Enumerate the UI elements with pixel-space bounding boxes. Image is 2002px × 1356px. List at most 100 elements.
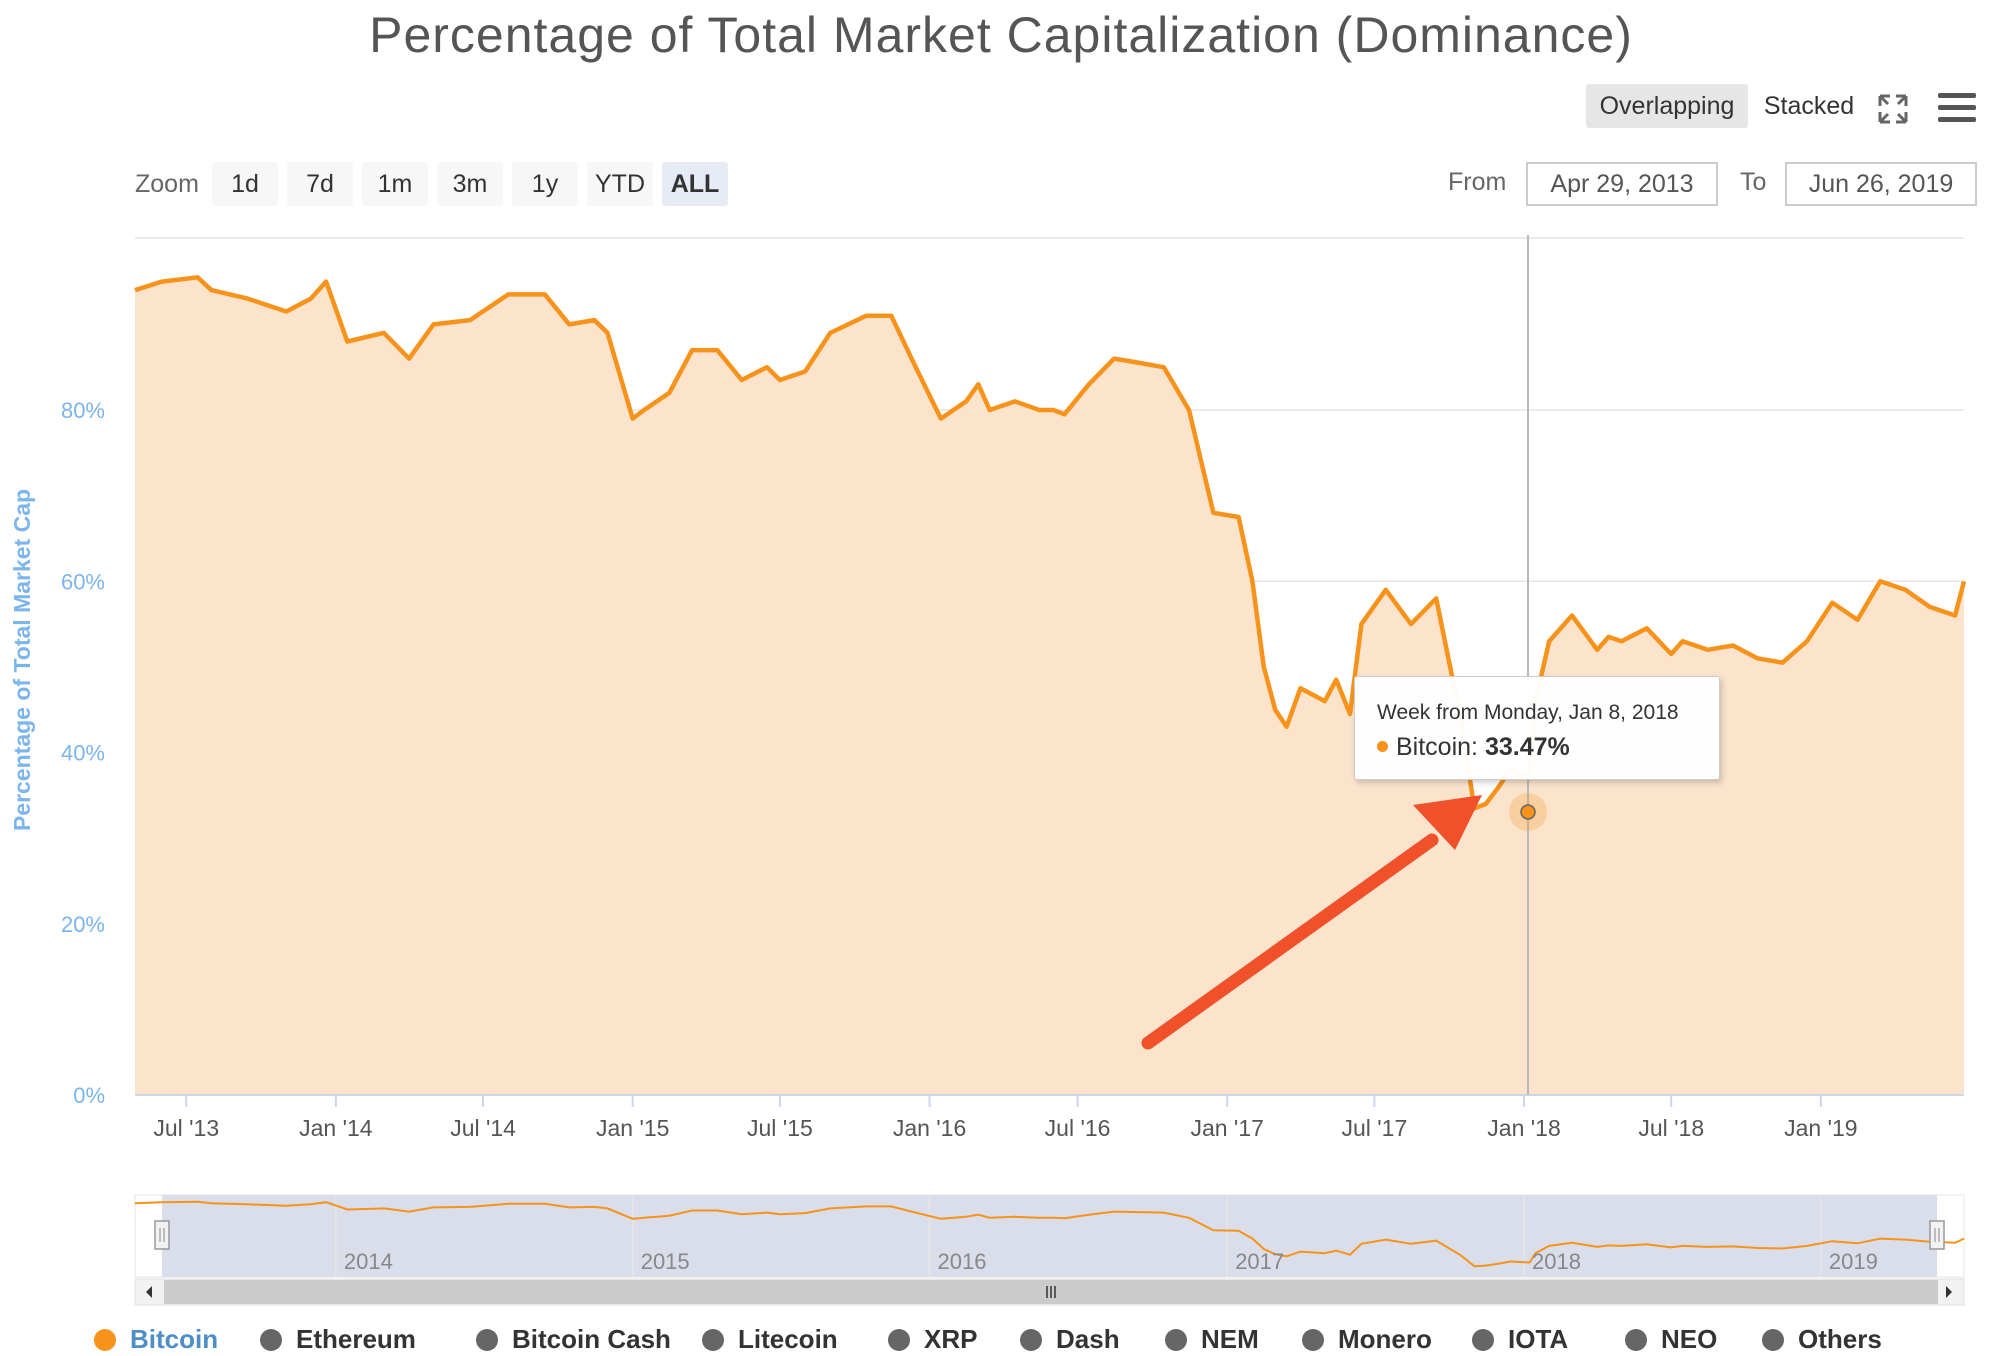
bitcoin-point[interactable] — [1730, 643, 1736, 649]
zoom-1y-button[interactable]: 1y — [512, 162, 578, 206]
bitcoin-point[interactable] — [1877, 578, 1883, 584]
legend-item-litecoin[interactable]: Litecoin — [702, 1322, 838, 1356]
bitcoin-point[interactable] — [1086, 381, 1092, 387]
bitcoin-point[interactable] — [802, 369, 808, 375]
legend-item-bitcoin[interactable]: Bitcoin — [94, 1322, 218, 1356]
bitcoin-point[interactable] — [283, 309, 289, 315]
bitcoin-point[interactable] — [1619, 638, 1625, 644]
bitcoin-point[interactable] — [1496, 784, 1502, 790]
bitcoin-point[interactable] — [1483, 801, 1489, 807]
bitcoin-point[interactable] — [132, 287, 138, 293]
bitcoin-point[interactable] — [1961, 578, 1967, 584]
bitcoin-point[interactable] — [888, 313, 894, 319]
bitcoin-point[interactable] — [1297, 685, 1303, 691]
bitcoin-point[interactable] — [1347, 711, 1353, 717]
bitcoin-point[interactable] — [827, 330, 833, 336]
bitcoin-point[interactable] — [1952, 613, 1958, 619]
bitcoin-point[interactable] — [1012, 398, 1018, 404]
bitcoin-point[interactable] — [1111, 356, 1117, 362]
bitcoin-point[interactable] — [714, 347, 720, 353]
bitcoin-point[interactable] — [1161, 364, 1167, 370]
bitcoin-point[interactable] — [1249, 578, 1255, 584]
bitcoin-point[interactable] — [323, 279, 329, 285]
bitcoin-point[interactable] — [630, 416, 636, 422]
bitcoin-point[interactable] — [344, 339, 350, 345]
bitcoin-point[interactable] — [1236, 514, 1242, 520]
bitcoin-point[interactable] — [863, 313, 869, 319]
bitcoin-point[interactable] — [764, 364, 770, 370]
bitcoin-point[interactable] — [208, 287, 214, 293]
bitcoin-point[interactable] — [1569, 613, 1575, 619]
bitcoin-point[interactable] — [1050, 407, 1056, 413]
bitcoin-point[interactable] — [1606, 634, 1612, 640]
bitcoin-point[interactable] — [308, 296, 314, 302]
to-date-input[interactable]: Jun 26, 2019 — [1785, 162, 1977, 206]
bitcoin-point[interactable] — [1754, 655, 1760, 661]
navigator-left-handle[interactable] — [154, 1220, 170, 1250]
legend-item-bitcoin-cash[interactable]: Bitcoin Cash — [476, 1322, 671, 1356]
bitcoin-point[interactable] — [1062, 411, 1068, 417]
bitcoin-point[interactable] — [1036, 407, 1042, 413]
bitcoin-point[interactable] — [1668, 651, 1674, 657]
bitcoin-point[interactable] — [1804, 638, 1810, 644]
bitcoin-point[interactable] — [1210, 510, 1216, 516]
bitcoin-point[interactable] — [739, 377, 745, 383]
bitcoin-point[interactable] — [1705, 647, 1711, 653]
overlapping-button[interactable]: Overlapping — [1586, 84, 1748, 128]
from-date-input[interactable]: Apr 29, 2013 — [1526, 162, 1718, 206]
bitcoin-point[interactable] — [406, 356, 412, 362]
bitcoin-point[interactable] — [1902, 587, 1908, 593]
zoom-1d-button[interactable]: 1d — [212, 162, 278, 206]
bitcoin-point[interactable] — [641, 407, 647, 413]
bitcoin-point[interactable] — [467, 317, 473, 323]
bitcoin-point[interactable] — [381, 330, 387, 336]
bitcoin-point[interactable] — [1358, 621, 1364, 627]
bitcoin-point[interactable] — [159, 279, 165, 285]
hover-point[interactable] — [1520, 804, 1536, 820]
bitcoin-point[interactable] — [938, 416, 944, 422]
scrollbar-right-arrow[interactable] — [1946, 1286, 1952, 1298]
menu-icon[interactable] — [1938, 93, 1976, 123]
bitcoin-point[interactable] — [1383, 587, 1389, 593]
bitcoin-point[interactable] — [605, 330, 611, 336]
bitcoin-point[interactable] — [245, 296, 251, 302]
bitcoin-point[interactable] — [913, 364, 919, 370]
bitcoin-point[interactable] — [1186, 407, 1192, 413]
bitcoin-point[interactable] — [963, 398, 969, 404]
bitcoin-point[interactable] — [1829, 600, 1835, 606]
bitcoin-point[interactable] — [1680, 638, 1686, 644]
bitcoin-point[interactable] — [1322, 698, 1328, 704]
zoom-1m-button[interactable]: 1m — [362, 162, 428, 206]
bitcoin-line[interactable] — [134, 275, 1967, 811]
bitcoin-point[interactable] — [975, 381, 981, 387]
bitcoin-point[interactable] — [666, 390, 672, 396]
zoom-ytd-button[interactable]: YTD — [587, 162, 653, 206]
bitcoin-point[interactable] — [777, 377, 783, 383]
bitcoin-point[interactable] — [1408, 621, 1414, 627]
legend-item-nem[interactable]: NEM — [1165, 1322, 1259, 1356]
bitcoin-point[interactable] — [1780, 660, 1786, 666]
legend-item-xrp[interactable]: XRP — [888, 1322, 977, 1356]
bitcoin-point[interactable] — [1136, 360, 1142, 366]
bitcoin-point[interactable] — [195, 274, 201, 280]
legend-item-dash[interactable]: Dash — [1020, 1322, 1120, 1356]
legend-item-monero[interactable]: Monero — [1302, 1322, 1432, 1356]
bitcoin-point[interactable] — [1927, 604, 1933, 610]
bitcoin-point[interactable] — [1855, 617, 1861, 623]
bitcoin-point[interactable] — [505, 291, 511, 297]
bitcoin-point[interactable] — [1333, 677, 1339, 683]
legend-item-others[interactable]: Others — [1762, 1322, 1882, 1356]
bitcoin-point[interactable] — [592, 317, 598, 323]
bitcoin-point[interactable] — [542, 291, 548, 297]
fullscreen-icon[interactable] — [1878, 94, 1908, 124]
bitcoin-point[interactable] — [566, 321, 572, 327]
legend-item-ethereum[interactable]: Ethereum — [260, 1322, 416, 1356]
bitcoin-point[interactable] — [1594, 647, 1600, 653]
bitcoin-point[interactable] — [431, 321, 437, 327]
bitcoin-point[interactable] — [1433, 595, 1439, 601]
bitcoin-point[interactable] — [689, 347, 695, 353]
navigator-right-handle[interactable] — [1929, 1220, 1945, 1250]
navigator[interactable]: 2014 2015 2016 2017 2018 2019 — [134, 1194, 1965, 1306]
bitcoin-point[interactable] — [1284, 724, 1290, 730]
bitcoin-point[interactable] — [987, 407, 993, 413]
